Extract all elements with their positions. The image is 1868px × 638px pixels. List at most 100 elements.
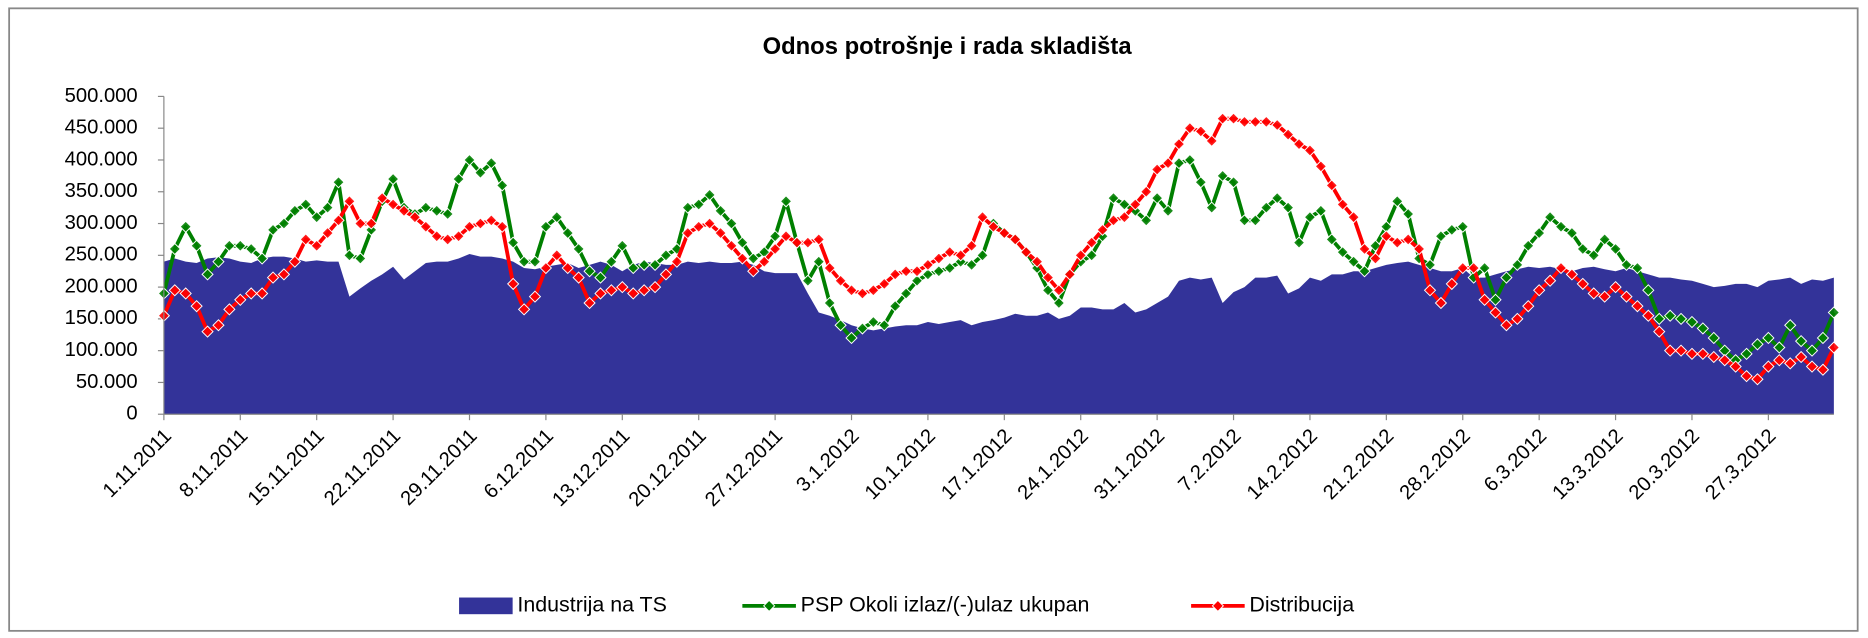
y-tick-label: 250.000: [65, 244, 138, 266]
legend-label: Industrija na TS: [517, 593, 667, 617]
y-tick-label: 200.000: [65, 275, 138, 297]
marker: [343, 195, 356, 208]
marker: [889, 268, 902, 281]
marker: [1620, 258, 1633, 272]
marker: [867, 284, 880, 297]
marker: [1565, 226, 1579, 240]
y-tick-label: 400.000: [65, 148, 138, 170]
marker: [1642, 309, 1655, 322]
marker: [1554, 261, 1568, 275]
y-tick-label: 350.000: [65, 180, 138, 202]
marker: [1576, 277, 1589, 291]
marker: [550, 249, 563, 262]
marker: [1707, 350, 1720, 364]
marker: [321, 226, 334, 240]
marker: [1794, 334, 1808, 348]
marker: [299, 198, 312, 211]
marker: [1183, 122, 1197, 135]
marker: [856, 322, 869, 335]
marker: [354, 217, 367, 230]
marker: [768, 230, 782, 243]
marker: [1150, 191, 1164, 205]
marker: [1707, 331, 1720, 345]
marker: [594, 287, 607, 300]
marker: [943, 245, 956, 259]
marker: [1227, 112, 1240, 125]
marker: [703, 188, 716, 202]
marker: [616, 280, 629, 294]
marker: [1642, 284, 1655, 297]
marker: [245, 287, 258, 300]
marker: [1565, 268, 1579, 281]
marker: [976, 211, 989, 224]
marker: [954, 249, 967, 262]
marker: [856, 287, 869, 300]
marker: [397, 204, 411, 217]
marker: [1456, 220, 1469, 233]
legend-item: PSP Okoli izlaz/(-)ulaz ukupan: [742, 593, 1089, 617]
marker: [987, 220, 1000, 233]
marker: [823, 261, 836, 275]
marker: [1194, 125, 1207, 138]
marker: [1063, 268, 1076, 281]
marker: [1489, 306, 1502, 319]
marker: [910, 274, 924, 287]
marker: [1347, 211, 1360, 224]
legend-swatch: [459, 597, 513, 615]
marker: [1205, 134, 1218, 148]
marker: [430, 230, 443, 243]
marker: [1434, 296, 1448, 310]
marker: [299, 233, 312, 246]
marker: [736, 236, 749, 249]
marker: [583, 265, 596, 278]
marker: [1653, 325, 1666, 338]
marker: [1631, 261, 1644, 275]
marker: [1249, 115, 1262, 128]
marker: [747, 265, 760, 278]
marker: [1292, 137, 1306, 151]
marker: [572, 242, 585, 256]
marker: [507, 277, 520, 291]
marker: [1784, 357, 1797, 370]
marker: [1478, 293, 1491, 306]
marker: [605, 255, 618, 268]
marker: [1598, 233, 1611, 246]
marker: [976, 249, 989, 262]
marker: [496, 220, 509, 233]
marker: [463, 153, 476, 167]
marker: [648, 280, 662, 294]
marker: [1369, 252, 1382, 265]
marker: [201, 268, 214, 281]
marker: [354, 252, 367, 265]
marker: [779, 230, 793, 243]
marker: [1620, 290, 1633, 303]
marker: [1161, 204, 1175, 217]
marker: [332, 214, 345, 227]
marker: [998, 226, 1011, 240]
marker: [1500, 271, 1513, 284]
marker: [965, 258, 978, 272]
marker: [1827, 306, 1841, 319]
marker: [1281, 128, 1295, 141]
marker: [1412, 242, 1426, 256]
marker: [1445, 277, 1458, 291]
marker: [1336, 245, 1349, 259]
marker: [801, 236, 815, 249]
marker: [266, 223, 280, 237]
marker: [572, 271, 585, 284]
marker: [1674, 312, 1688, 326]
marker: [616, 239, 629, 252]
marker: [212, 319, 225, 332]
marker: [1281, 201, 1295, 214]
marker: [627, 287, 640, 300]
marker: [1576, 242, 1589, 256]
marker: [310, 239, 323, 252]
y-tick-label: 450.000: [65, 117, 138, 139]
marker: [878, 319, 891, 332]
marker: [834, 319, 847, 332]
marker: [474, 217, 487, 230]
y-tick-label: 0: [126, 403, 137, 425]
marker: [1696, 347, 1710, 360]
marker: [386, 198, 400, 211]
marker: [474, 166, 487, 179]
